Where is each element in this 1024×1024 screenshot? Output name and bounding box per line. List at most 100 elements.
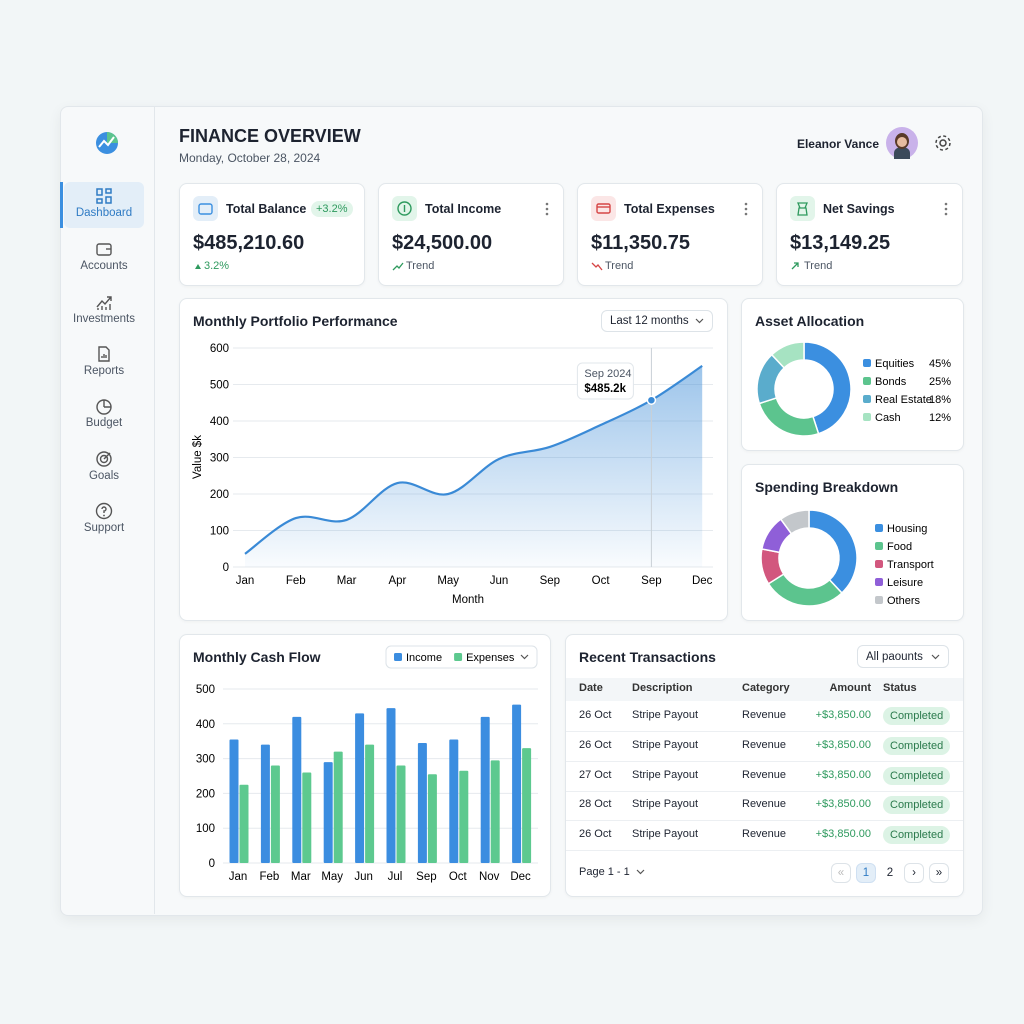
y-tick-label: 300: [196, 754, 215, 766]
sidebar-divider: [154, 107, 155, 914]
chart-title: Monthly Portfolio Performance: [193, 313, 398, 329]
column-header: Date: [579, 682, 603, 694]
bar: [522, 748, 532, 863]
kpi-value: $11,350.75: [591, 232, 690, 254]
status-badge: Completed: [883, 707, 951, 725]
table-cell: 26 Oct: [579, 738, 612, 751]
nav-icon: [96, 296, 112, 310]
more-button[interactable]: [545, 202, 549, 216]
nav-icon: [96, 451, 112, 467]
x-tick-label: Apr: [388, 575, 406, 587]
column-header: Description: [632, 682, 693, 694]
x-tick-label: Sep: [416, 871, 436, 883]
kpi-card: Total Expenses $11,350.75 Trend: [577, 183, 763, 286]
nav-item[interactable]: Investments: [64, 288, 144, 334]
first-page[interactable]: «: [831, 863, 851, 883]
x-tick-label: Oct: [592, 575, 611, 587]
donut-slice: [779, 509, 810, 535]
status-badge: Completed: [883, 736, 951, 755]
table-cell: +$3,850.00: [815, 738, 871, 751]
kpi-change: Trend: [406, 260, 435, 272]
tooltip-value: $485.2k: [584, 383, 626, 395]
bar: [490, 760, 500, 863]
row-divider: [566, 731, 963, 732]
more-button[interactable]: [744, 202, 748, 216]
more-button[interactable]: [944, 202, 948, 216]
bar: [449, 739, 459, 863]
x-tick-label: Oct: [449, 871, 468, 883]
page-number: 1: [862, 867, 870, 879]
x-tick-label: Mar: [337, 575, 357, 587]
nav-label: Goals: [88, 470, 120, 482]
column-header: Status: [883, 682, 917, 694]
value-label: 45%: [929, 358, 951, 370]
row-divider: [566, 820, 963, 822]
x-tick-label: Jun: [490, 575, 509, 587]
legend-label: Expenses: [466, 652, 515, 664]
y-tick-label: 500: [196, 684, 215, 696]
y-tick-label: 100: [196, 823, 215, 835]
status-badge: Completed: [883, 766, 951, 785]
x-tick-label: Sep: [540, 575, 560, 587]
donut-slice: [770, 341, 805, 369]
nav-item[interactable]: Dashboard: [64, 182, 144, 228]
user-name: Eleanor Vance: [796, 137, 879, 151]
page-button[interactable]: 2: [880, 863, 900, 883]
bar: [270, 765, 280, 863]
page-info: Page 1 - 1: [579, 866, 630, 878]
legend-swatch: [394, 653, 402, 661]
row-divider: [566, 790, 963, 792]
legend-label: Others: [887, 595, 921, 607]
row-divider: [566, 850, 963, 852]
page-date: Monday, October 28, 2024: [179, 151, 321, 165]
kpi-icon: [790, 196, 815, 221]
settings-button[interactable]: [933, 133, 953, 153]
table-cell: 26 Oct: [579, 709, 612, 721]
nav-item[interactable]: Budget: [64, 392, 144, 438]
nav-item[interactable]: Support: [64, 497, 144, 543]
legend-swatch: [875, 560, 883, 568]
legend-swatch: [863, 377, 871, 385]
table-cell: Stripe Payout: [632, 768, 699, 781]
active-indicator: [60, 182, 63, 228]
table-cell: 26 Oct: [579, 828, 612, 841]
allocation-card: Asset Allocation Equities 45% Bonds 25% Real…: [741, 298, 964, 451]
bar: [386, 708, 396, 863]
kpi-label: Net Savings: [823, 202, 895, 216]
page-button[interactable]: 1: [856, 863, 876, 883]
donut-slice: [758, 397, 820, 437]
area: [245, 365, 703, 567]
nav-item[interactable]: Accounts: [64, 235, 144, 281]
type-filter[interactable]: All paounts: [857, 645, 949, 668]
kpi-change: 3.2%: [204, 260, 230, 272]
table-cell: 28 Oct: [579, 798, 612, 811]
legend-label: Leisure: [887, 577, 923, 589]
page-select[interactable]: Page 1 - 1: [579, 866, 645, 878]
bar: [292, 716, 302, 863]
next-page[interactable]: ›: [904, 863, 924, 883]
table-cell: +$3,850.00: [815, 768, 871, 781]
range-filter[interactable]: Last 12 months: [601, 310, 713, 332]
table-cell: Revenue: [742, 768, 787, 781]
chart-title: Asset Allocation: [755, 313, 865, 329]
nav-item[interactable]: Reports: [64, 340, 144, 386]
avatar[interactable]: [886, 127, 918, 159]
legend-swatch: [863, 359, 871, 367]
kpi-value: $13,149.25: [790, 232, 891, 254]
x-tick-label: Jul: [388, 871, 403, 883]
transactions-card: Recent Transactions All paounts Page 1 -…: [565, 634, 964, 897]
bar: [323, 762, 333, 863]
kpi-card: Total Balance +3.2% $485,210.60 3.2%: [179, 183, 365, 286]
kpi-card: Total Income $24,500.00 Trend: [378, 183, 564, 286]
page-number: 2: [886, 867, 894, 879]
table-header: [566, 678, 963, 701]
legend-label: Cash: [875, 412, 901, 424]
table-title: Recent Transactions: [579, 649, 716, 665]
nav-item[interactable]: Goals: [64, 445, 144, 491]
last-page[interactable]: »: [929, 863, 949, 883]
table-cell: +$3,850.00: [815, 798, 871, 811]
line: [244, 364, 703, 555]
y-tick-label: 100: [210, 526, 229, 538]
table-cell: 27 Oct: [579, 768, 612, 781]
